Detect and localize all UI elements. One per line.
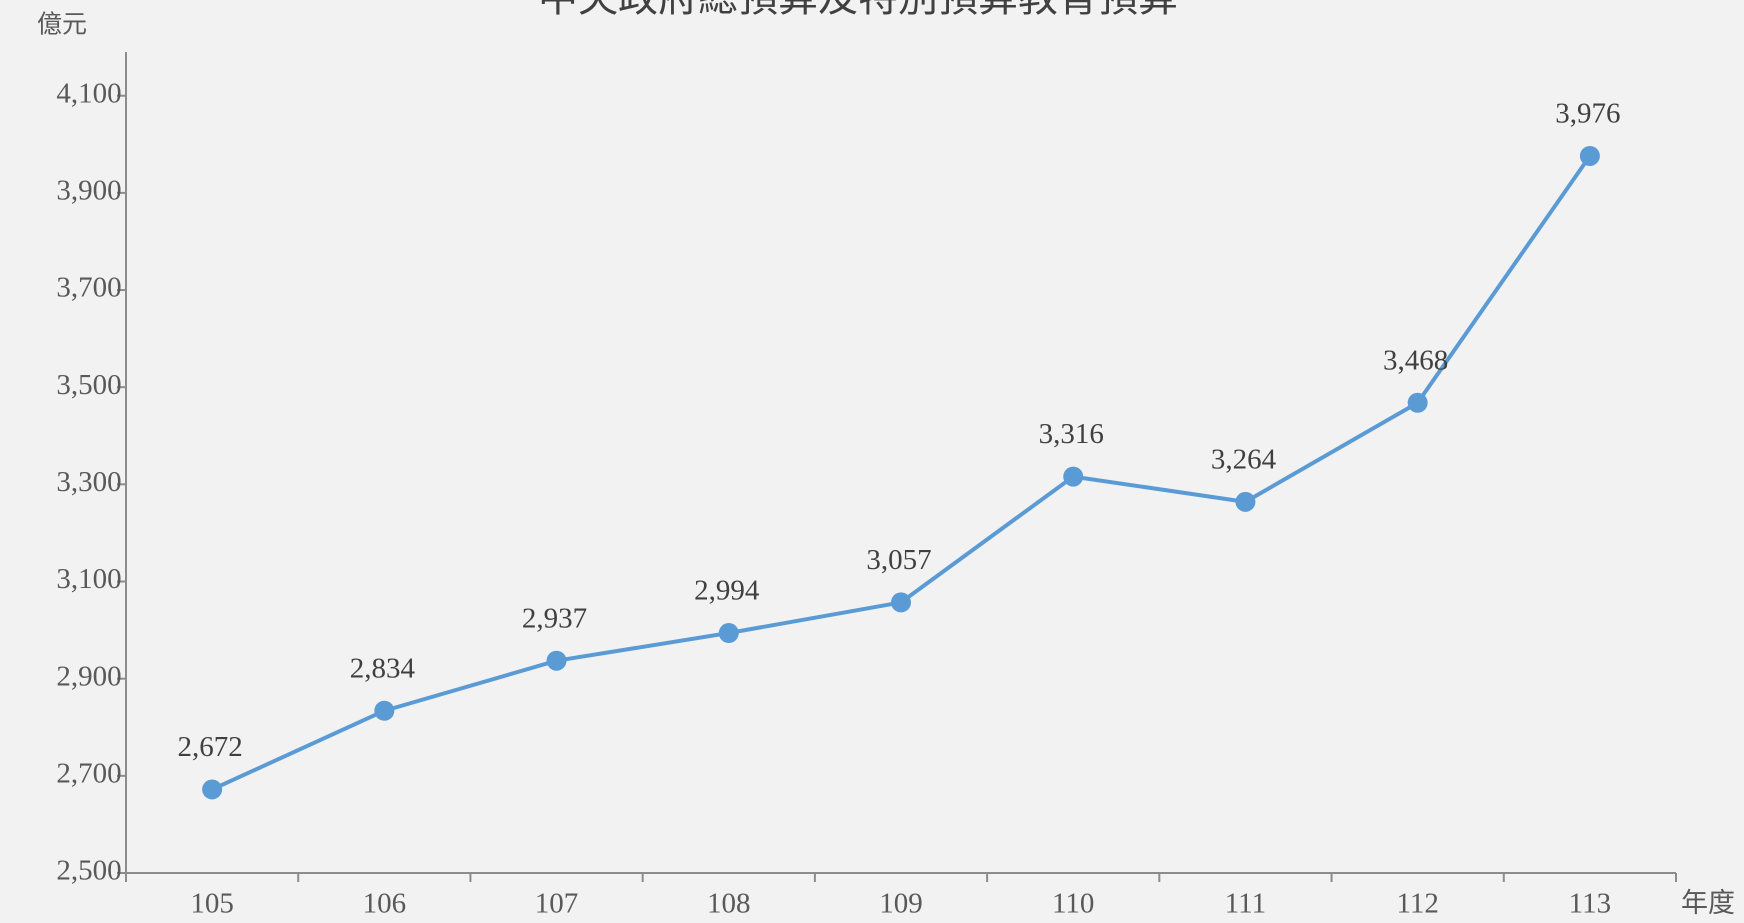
- y-tick-label: 2,700: [56, 757, 121, 789]
- x-tick-label: 105: [190, 888, 234, 920]
- y-tick-label: 3,900: [56, 175, 121, 207]
- point: [1407, 392, 1428, 413]
- y-tick-label: 3,100: [56, 563, 121, 595]
- point: [374, 700, 395, 721]
- value-label: 3,264: [1211, 444, 1277, 476]
- value-label: 2,937: [522, 602, 587, 634]
- y-tick-label: 3,700: [56, 272, 121, 304]
- y-tick-label: 2,500: [56, 855, 121, 887]
- chart-title: 中央政府總預算及特別預算教育預算: [538, 0, 1178, 20]
- point: [1579, 145, 1600, 166]
- value-label: 3,316: [1039, 418, 1104, 450]
- x-axis-label: 年度: [1681, 888, 1735, 918]
- x-tick-label: 109: [879, 888, 923, 920]
- value-label: 3,976: [1555, 98, 1620, 130]
- x-tick-label: 110: [1052, 888, 1094, 920]
- value-label: 3,468: [1383, 344, 1448, 376]
- x-tick-label: 112: [1396, 888, 1438, 920]
- point: [891, 592, 911, 613]
- x-tick-label: 106: [363, 888, 407, 920]
- y-tick-label: 4,100: [56, 77, 121, 109]
- value-label: 2,672: [177, 731, 242, 763]
- point: [1063, 466, 1084, 487]
- value-label: 3,057: [866, 544, 931, 576]
- point: [1235, 491, 1256, 512]
- y-unit: 億元: [37, 11, 87, 39]
- point: [546, 650, 567, 671]
- x-tick-label: 113: [1569, 888, 1611, 920]
- y-tick-label: 3,300: [56, 466, 121, 498]
- y-tick-label: 3,500: [56, 369, 121, 401]
- x-tick-label: 107: [535, 888, 579, 920]
- point: [718, 623, 739, 644]
- point: [202, 779, 223, 800]
- value-label: 2,834: [350, 652, 416, 684]
- y-tick-label: 2,900: [56, 660, 121, 692]
- x-tick-label: 108: [707, 888, 751, 920]
- x-tick-label: 111: [1225, 888, 1266, 920]
- value-label: 2,994: [694, 575, 760, 607]
